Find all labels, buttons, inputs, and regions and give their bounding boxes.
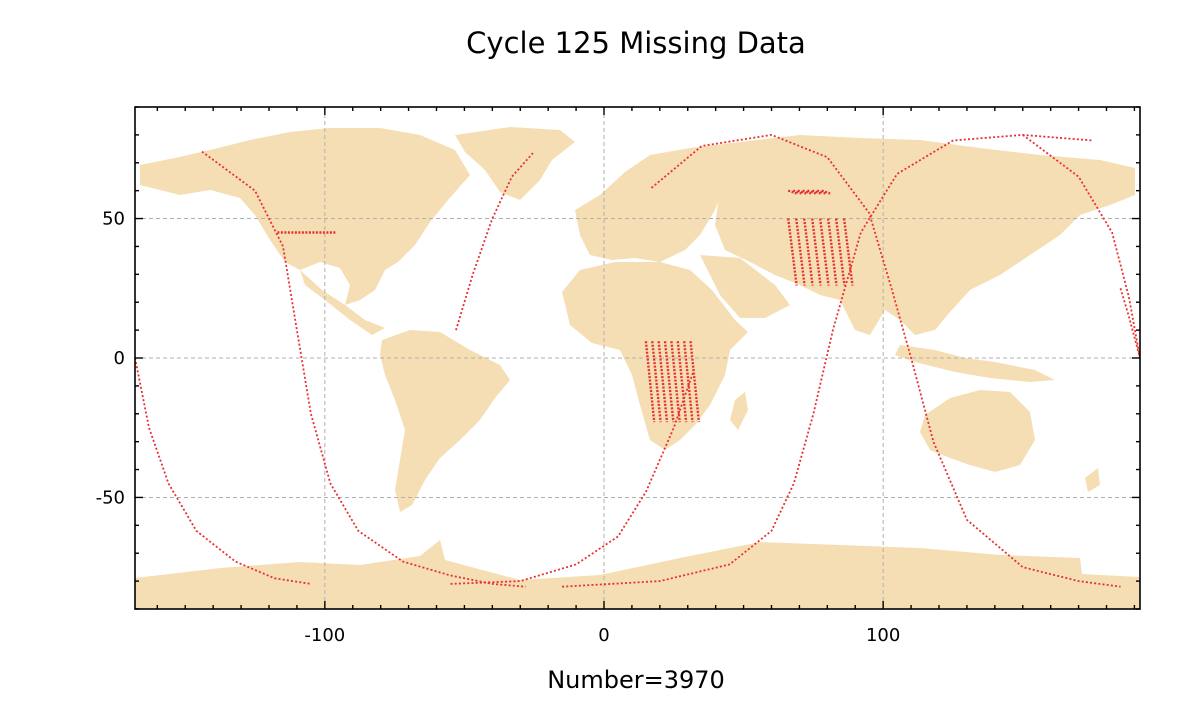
land-europe [575, 148, 725, 262]
land-greenland [455, 127, 575, 200]
land-japan [990, 232, 1010, 275]
cluster-0-line-5 [826, 218, 838, 286]
cluster-3-line-3 [663, 341, 675, 423]
x-tick-label: 100 [866, 625, 900, 646]
cluster-0-line-4 [818, 218, 830, 286]
cluster-0-line-7 [842, 218, 854, 286]
land-africa [562, 262, 748, 450]
land-south-america [380, 330, 510, 512]
x-tick-label: 0 [598, 625, 609, 646]
cluster-1 [787, 189, 831, 195]
cluster-3-line-1 [651, 341, 662, 423]
land-new-zealand [1085, 468, 1100, 492]
x-axis-label: Number=3970 [547, 666, 725, 694]
land-arabia [700, 255, 790, 318]
cluster-1-line-0 [787, 189, 798, 195]
cluster-1-line-6 [816, 189, 826, 195]
land-asia [690, 135, 1135, 335]
cluster-0-line-3 [810, 218, 822, 286]
track-2 [455, 151, 535, 331]
cluster-0-line-6 [834, 218, 846, 286]
track-7 [1119, 288, 1140, 359]
land-australia [920, 390, 1035, 472]
cluster-3-line-4 [670, 341, 681, 423]
land-north-america [140, 128, 470, 305]
track-4 [562, 133, 1093, 588]
track-0 [201, 150, 526, 588]
x-tick-label: -100 [304, 625, 345, 646]
cluster-3-line-0 [644, 341, 656, 423]
cluster-0-line-1 [795, 218, 806, 286]
cluster-1-line-1 [792, 189, 802, 195]
land-central-america [300, 270, 385, 335]
cluster-1-line-2 [797, 189, 807, 195]
y-tick-label: 0 [114, 348, 125, 369]
land-antarctica [135, 540, 1140, 609]
cluster-1-line-3 [802, 189, 812, 195]
cluster-0-line-2 [803, 218, 814, 286]
track-6 [1022, 134, 1140, 359]
cluster-1-line-5 [811, 189, 821, 195]
track-1 [135, 357, 312, 585]
cluster-0 [787, 218, 854, 286]
y-tick-label: 50 [102, 209, 125, 230]
chart-title: Cycle 125 Missing Data [466, 26, 806, 60]
cluster-1-line-7 [821, 189, 831, 195]
cluster-3 [644, 341, 701, 423]
missing-data-clusters [277, 189, 854, 423]
cluster-3-line-7 [689, 341, 701, 423]
cluster-0-line-0 [787, 218, 798, 286]
missing-data-tracks [135, 133, 1140, 588]
cluster-3-line-5 [676, 341, 688, 423]
cluster-3-line-6 [682, 341, 694, 423]
land-madagascar [730, 392, 748, 430]
y-tick-label: -50 [96, 487, 125, 508]
axis-ticks: -100 0 100 -50 0 50 [96, 106, 1140, 646]
land-indonesia [895, 345, 1055, 382]
cluster-1-line-4 [807, 189, 817, 195]
cluster-3-line-2 [657, 341, 669, 423]
land-masses [135, 127, 1140, 609]
